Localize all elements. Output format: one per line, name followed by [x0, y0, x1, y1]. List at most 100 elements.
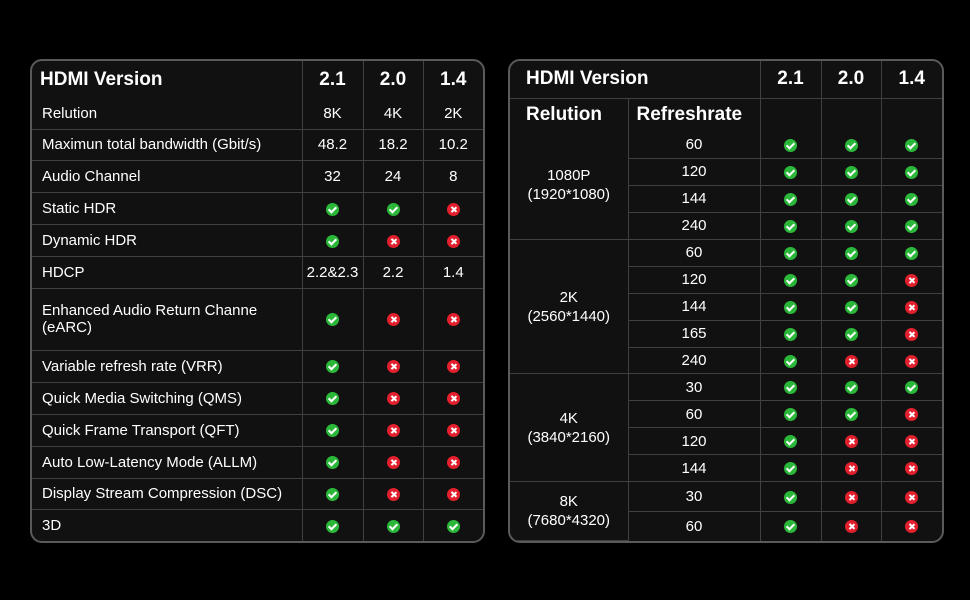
supported-cell: [301, 413, 364, 447]
resolution-pixels: (3840*2160): [527, 428, 611, 446]
supported-cell: [820, 319, 882, 348]
unsupported-cell: [422, 477, 483, 511]
unsupported-cell: [880, 454, 942, 483]
supported-cell: [880, 373, 942, 402]
refresh-row: 144: [510, 292, 942, 321]
refresh-rate: 60: [628, 400, 761, 429]
feature-name: Enhanced Audio Return Channe (eARC): [32, 287, 303, 351]
check-circle-icon: [844, 327, 858, 341]
feature-name: Audio Channel: [32, 160, 303, 194]
unsupported-cell: [820, 510, 882, 541]
cross-circle-icon: [905, 490, 919, 504]
value-cell: 1.4: [422, 256, 483, 289]
unsupported-cell: [362, 381, 424, 415]
check-circle-icon: [844, 246, 858, 260]
refresh-rate: 144: [628, 292, 761, 321]
unsupported-cell: [422, 445, 483, 479]
supported-cell: [880, 184, 942, 213]
feature-name: Maximun total bandwidth (Gbit/s): [32, 128, 303, 162]
cross-circle-icon: [905, 273, 919, 287]
cross-circle-icon: [844, 462, 858, 476]
check-circle-icon: [905, 381, 919, 395]
value-cell: 2.2&2.3: [301, 256, 364, 289]
check-circle-icon: [784, 300, 798, 314]
check-circle-icon: [784, 435, 798, 449]
version-2-0: 2.0: [362, 61, 424, 98]
feature-row: Variable refresh rate (VRR): [32, 349, 483, 383]
resolution-cell: 8K (7680*4320): [510, 481, 629, 541]
unsupported-cell: [880, 319, 942, 348]
check-circle-icon: [784, 408, 798, 422]
cross-circle-icon: [386, 313, 400, 327]
check-circle-icon: [326, 424, 339, 438]
cross-circle-icon: [905, 408, 919, 422]
supported-cell: [880, 211, 942, 240]
unsupported-cell: [422, 413, 483, 447]
check-circle-icon: [784, 165, 798, 179]
unsupported-cell: [820, 346, 882, 375]
unsupported-cell: [880, 510, 942, 541]
check-circle-icon: [326, 360, 339, 374]
refresh-rate: 60: [627, 132, 761, 159]
check-circle-icon: [905, 219, 919, 233]
unsupported-cell: [820, 427, 882, 456]
feature-name: Static HDR: [32, 192, 303, 226]
cross-circle-icon: [386, 360, 400, 374]
supported-cell: [759, 510, 822, 541]
feature-name: Relution: [32, 98, 303, 130]
check-circle-icon: [844, 192, 858, 206]
unsupported-cell: [880, 346, 942, 375]
value-cell: 2.2: [362, 256, 424, 289]
check-circle-icon: [446, 519, 460, 533]
empty-header-cell: [820, 97, 882, 132]
unsupported-cell: [422, 192, 483, 226]
check-circle-icon: [905, 165, 919, 179]
hdmi-version-label: HDMI Version: [510, 61, 761, 99]
unsupported-cell: [880, 265, 942, 294]
refresh-rate: 120: [628, 157, 761, 186]
unsupported-cell: [362, 477, 424, 511]
cross-circle-icon: [446, 424, 460, 438]
cross-circle-icon: [386, 392, 400, 406]
empty-header-cell: [880, 97, 942, 132]
refresh-row: 144: [510, 454, 942, 483]
resolution-cell: 1080P (1920*1080): [510, 132, 629, 240]
check-circle-icon: [844, 408, 858, 422]
unsupported-cell: [362, 413, 424, 447]
check-circle-icon: [784, 490, 798, 504]
supported-cell: [759, 238, 822, 267]
supported-cell: [820, 373, 882, 402]
version-2-1: 2.1: [759, 61, 822, 99]
feature-name: Quick Media Switching (QMS): [32, 381, 303, 415]
refresh-row: 120: [510, 265, 942, 294]
unsupported-cell: [820, 481, 882, 512]
cross-circle-icon: [905, 435, 919, 449]
empty-header-cell: [759, 97, 822, 132]
unsupported-cell: [422, 224, 483, 258]
value-cell: 24: [362, 160, 424, 194]
feature-row: Relution 8K 4K 2K: [32, 98, 483, 130]
supported-cell: [301, 192, 364, 226]
check-circle-icon: [784, 462, 798, 476]
check-circle-icon: [326, 392, 339, 406]
supported-cell: [820, 238, 882, 267]
supported-cell: [880, 132, 942, 159]
supported-cell: [301, 349, 364, 383]
supported-cell: [759, 481, 822, 512]
check-circle-icon: [386, 202, 400, 216]
hdmi-refresh-table: HDMI Version 2.1 2.0 1.4 Relution Refres…: [508, 59, 944, 543]
refresh-rate: 144: [628, 184, 761, 213]
check-circle-icon: [326, 313, 339, 327]
version-2-1: 2.1: [301, 61, 364, 98]
resolution-pixels: (7680*4320): [527, 512, 611, 530]
refresh-rate: 120: [628, 427, 761, 456]
check-circle-icon: [784, 327, 798, 341]
refresh-rate: 30: [627, 373, 761, 402]
cross-circle-icon: [844, 435, 858, 449]
right-subheader-row: Relution Refreshrate: [510, 97, 942, 132]
refresh-rate: 240: [628, 346, 761, 375]
check-circle-icon: [784, 138, 798, 152]
check-circle-icon: [326, 519, 339, 533]
cross-circle-icon: [446, 234, 460, 248]
supported-cell: [759, 373, 822, 402]
